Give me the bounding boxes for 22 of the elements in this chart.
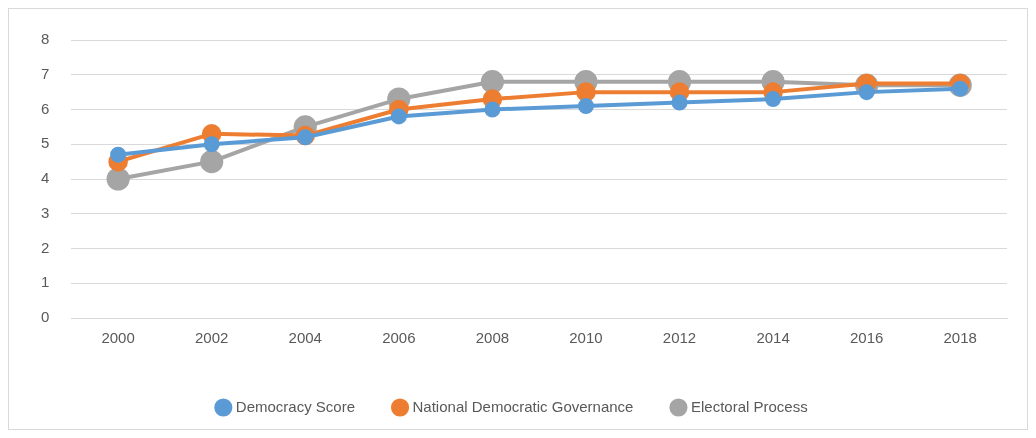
x-tick-label: 2018 — [943, 329, 977, 347]
x-tick-label: 2002 — [195, 329, 229, 347]
y-tick-label: 5 — [41, 134, 50, 152]
x-tick-label: 2012 — [662, 329, 697, 347]
legend-label: Electoral Process — [690, 397, 808, 415]
x-tick-label: 2008 — [475, 329, 510, 347]
y-tick-label: 4 — [41, 169, 50, 187]
x-tick-label: 2010 — [569, 329, 603, 347]
x-tick-label: 2016 — [849, 329, 884, 347]
y-tick-label: 7 — [41, 64, 50, 82]
legend-label: National Democratic Governance — [412, 397, 634, 415]
y-tick-label: 2 — [41, 238, 50, 256]
x-tick-label: 2014 — [756, 329, 790, 347]
y-tick-label: 6 — [41, 99, 50, 117]
y-tick-label: 3 — [41, 203, 50, 221]
x-tick-label: 2000 — [101, 329, 135, 347]
x-tick-label: 2004 — [288, 329, 322, 347]
x-tick-label: 2006 — [382, 329, 416, 347]
y-tick-label: 8 — [41, 30, 50, 48]
legend-label: Democracy Score — [235, 397, 356, 415]
y-tick-label: 1 — [41, 273, 50, 291]
y-tick-label: 0 — [41, 308, 50, 326]
